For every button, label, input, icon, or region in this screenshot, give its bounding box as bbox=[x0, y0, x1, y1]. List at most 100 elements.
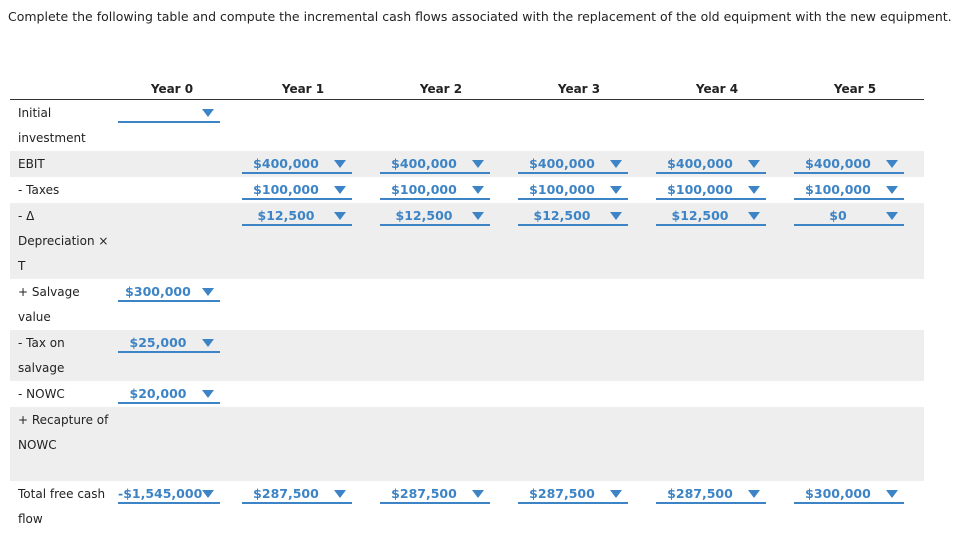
dropdown[interactable]: $400,000 bbox=[656, 154, 766, 174]
dropdown[interactable]: $12,500 bbox=[656, 206, 766, 226]
cell bbox=[648, 330, 786, 381]
table-row: - Taxes $100,000 $100,000 $100,000 $100,000 $… bbox=[10, 177, 924, 203]
cell: $300,000 bbox=[786, 481, 924, 532]
cell bbox=[510, 100, 648, 152]
table-row: Initial investment bbox=[10, 100, 924, 152]
dropdown[interactable]: $12,500 bbox=[518, 206, 628, 226]
cell bbox=[648, 381, 786, 407]
cell bbox=[234, 330, 372, 381]
dropdown[interactable]: $100,000 bbox=[656, 180, 766, 200]
column-header: Year 1 bbox=[234, 78, 372, 100]
cell: $100,000 bbox=[648, 177, 786, 203]
column-header: Year 4 bbox=[648, 78, 786, 100]
dropdown[interactable]: $100,000 bbox=[794, 180, 904, 200]
dropdown[interactable]: $100,000 bbox=[380, 180, 490, 200]
dropdown[interactable]: $400,000 bbox=[518, 154, 628, 174]
table-row: Total free cash flow -$1,545,000 $287,500 $… bbox=[10, 481, 924, 532]
dropdown[interactable]: $287,500 bbox=[380, 484, 490, 504]
row-label: - NOWC bbox=[18, 387, 65, 401]
dropdown[interactable]: $100,000 bbox=[518, 180, 628, 200]
cell: $100,000 bbox=[234, 177, 372, 203]
cell bbox=[510, 279, 648, 330]
cell bbox=[110, 151, 234, 177]
cell bbox=[234, 100, 372, 152]
table-row: + Salvage value $300,000 bbox=[10, 279, 924, 330]
header-row: Year 0 Year 1 Year 2 Year 3 Year 4 Year 5 bbox=[10, 78, 924, 100]
dropdown[interactable]: $400,000 bbox=[242, 154, 352, 174]
cell bbox=[372, 100, 510, 152]
dropdown[interactable] bbox=[118, 103, 220, 123]
dropdown[interactable]: $400,000 bbox=[794, 154, 904, 174]
cell bbox=[510, 381, 648, 407]
cell bbox=[372, 330, 510, 381]
dropdown[interactable]: $12,500 bbox=[242, 206, 352, 226]
row-label: + Salvage value bbox=[18, 285, 80, 324]
table-row: - Δ Depreciation × T $12,500 $12,500 $12,50… bbox=[10, 203, 924, 279]
cell: $400,000 bbox=[372, 151, 510, 177]
cell bbox=[234, 407, 372, 481]
dropdown[interactable]: $12,500 bbox=[380, 206, 490, 226]
cell: $287,500 bbox=[510, 481, 648, 532]
row-label: - Taxes bbox=[18, 183, 60, 197]
row-label: EBIT bbox=[10, 151, 110, 177]
cell bbox=[786, 279, 924, 330]
cell: $12,500 bbox=[510, 203, 648, 279]
dropdown[interactable]: $25,000 bbox=[118, 333, 220, 353]
cell: $100,000 bbox=[510, 177, 648, 203]
cell bbox=[786, 407, 924, 481]
row-label: Initial investment bbox=[18, 106, 86, 145]
cell: $12,500 bbox=[648, 203, 786, 279]
cell bbox=[110, 203, 234, 279]
row-label: - Δ Depreciation × T bbox=[10, 203, 110, 279]
cell: $100,000 bbox=[786, 177, 924, 203]
cell: $400,000 bbox=[786, 151, 924, 177]
column-header: Year 3 bbox=[510, 78, 648, 100]
dropdown[interactable]: $287,500 bbox=[518, 484, 628, 504]
cell bbox=[110, 177, 234, 203]
row-label: Total free cash flow bbox=[18, 487, 106, 526]
cell bbox=[372, 381, 510, 407]
dropdown[interactable]: $0 bbox=[794, 206, 904, 226]
cell: $0 bbox=[786, 203, 924, 279]
cell bbox=[648, 279, 786, 330]
dropdown[interactable]: $300,000 bbox=[794, 484, 904, 504]
cell: $100,000 bbox=[372, 177, 510, 203]
cell bbox=[510, 330, 648, 381]
cell: $287,500 bbox=[372, 481, 510, 532]
cash-flow-table: Year 0 Year 1 Year 2 Year 3 Year 4 Year 5 Ini… bbox=[10, 78, 924, 532]
cell bbox=[110, 407, 234, 481]
cell bbox=[110, 100, 234, 152]
column-header: Year 2 bbox=[372, 78, 510, 100]
dropdown[interactable]: $287,500 bbox=[242, 484, 352, 504]
cell bbox=[510, 407, 648, 481]
column-header: Year 5 bbox=[786, 78, 924, 100]
dropdown[interactable]: -$1,545,000 bbox=[118, 484, 220, 504]
column-header: Year 0 bbox=[110, 78, 234, 100]
cell bbox=[786, 330, 924, 381]
cell: $287,500 bbox=[648, 481, 786, 532]
table-row: - NOWC $20,000 bbox=[10, 381, 924, 407]
table-row: - Tax on salvage $25,000 bbox=[10, 330, 924, 381]
dropdown[interactable]: $287,500 bbox=[656, 484, 766, 504]
instruction: Complete the following table and compute… bbox=[8, 9, 952, 24]
dropdown[interactable]: $400,000 bbox=[380, 154, 490, 174]
cell bbox=[372, 279, 510, 330]
table-row: EBIT $400,000 $400,000 $400,000 $400,000 $400… bbox=[10, 151, 924, 177]
cell bbox=[234, 381, 372, 407]
cell: $287,500 bbox=[234, 481, 372, 532]
cell bbox=[786, 381, 924, 407]
table-row: + Recapture of NOWC bbox=[10, 407, 924, 481]
cell bbox=[786, 100, 924, 152]
cell bbox=[648, 100, 786, 152]
dropdown[interactable]: $300,000 bbox=[118, 282, 220, 302]
cell: $400,000 bbox=[648, 151, 786, 177]
cell bbox=[372, 407, 510, 481]
dropdown[interactable]: $20,000 bbox=[118, 384, 220, 404]
cell: $400,000 bbox=[510, 151, 648, 177]
cell: $20,000 bbox=[110, 381, 234, 407]
cell: $300,000 bbox=[110, 279, 234, 330]
cell bbox=[234, 279, 372, 330]
dropdown[interactable]: $100,000 bbox=[242, 180, 352, 200]
cell: $25,000 bbox=[110, 330, 234, 381]
